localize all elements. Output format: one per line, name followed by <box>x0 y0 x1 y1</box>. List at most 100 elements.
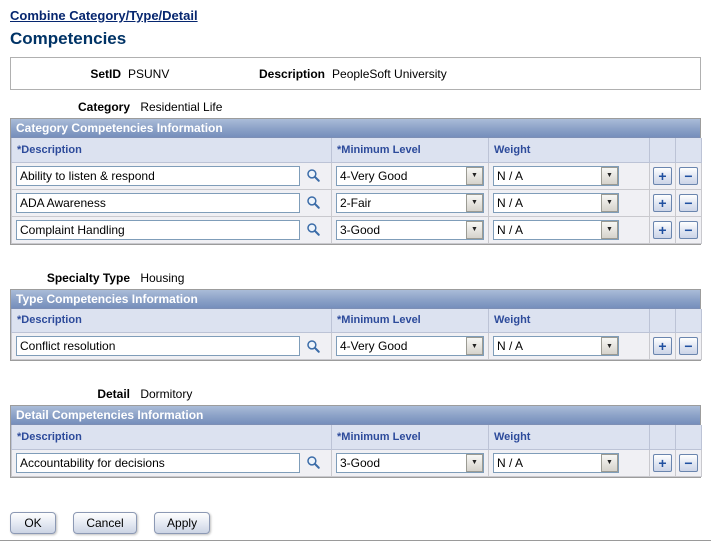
add-row-cell: + <box>649 188 676 217</box>
weight-cell: N / A ▼ <box>488 161 650 190</box>
minimum-level-value: 2-Fair <box>340 195 372 210</box>
type-competencies-grid: Type Competencies Information *Descripti… <box>10 288 702 361</box>
weight-select[interactable]: N / A ▼ <box>493 452 619 473</box>
column-header-minimum-level: *Minimum Level <box>331 425 489 450</box>
minimum-level-value: 4-Very Good <box>340 168 408 183</box>
weight-value: N / A <box>497 168 524 183</box>
minimum-level-cell: 3-Good ▼ <box>331 215 489 244</box>
column-header-row: *Description *Minimum Level Weight <box>11 138 702 163</box>
dropdown-arrow-icon: ▼ <box>601 337 618 355</box>
minimum-level-value: 4-Very Good <box>340 339 408 353</box>
dropdown-arrow-icon: ▼ <box>601 166 618 185</box>
weight-value: N / A <box>497 455 524 470</box>
breadcrumb-link[interactable]: Combine Category/Type/Detail <box>10 8 198 23</box>
delete-row-button[interactable]: − <box>679 193 698 212</box>
weight-cell: N / A ▼ <box>488 448 650 477</box>
grid-title: Category Competencies Information <box>11 119 700 138</box>
page-title: Competencies <box>10 29 127 48</box>
category-field: Category Residential Life <box>10 100 701 115</box>
add-row-button[interactable]: + <box>653 193 672 212</box>
weight-select[interactable]: N / A ▼ <box>493 165 619 186</box>
detail-section: Detail Dormitory Detail Competencies Inf… <box>10 387 702 478</box>
dropdown-arrow-icon: ▼ <box>466 453 483 472</box>
add-row-button[interactable]: + <box>653 453 672 472</box>
description-cell <box>11 448 332 477</box>
column-header-description: *Description <box>11 425 332 450</box>
weight-select[interactable]: N / A ▼ <box>493 336 619 356</box>
column-header-row: *Description *Minimum Level Weight <box>11 308 702 333</box>
setid-value: PSUNV <box>128 66 170 81</box>
column-header-weight: Weight <box>488 308 650 333</box>
column-header-description: *Description <box>11 308 332 333</box>
lookup-icon[interactable] <box>306 455 321 470</box>
detail-label: Detail <box>97 387 130 401</box>
delete-row-button[interactable]: − <box>679 220 698 239</box>
dropdown-arrow-icon: ▼ <box>466 193 483 212</box>
lookup-icon[interactable] <box>306 222 321 237</box>
apply-button[interactable]: Apply <box>154 511 211 534</box>
delete-row-cell: − <box>675 215 702 244</box>
minimum-level-select[interactable]: 3-Good ▼ <box>336 219 484 240</box>
lookup-icon[interactable] <box>306 195 321 210</box>
add-row-button[interactable]: + <box>653 220 672 239</box>
grid-title: Detail Competencies Information <box>11 406 700 425</box>
footer-divider <box>0 540 711 541</box>
add-row-button[interactable]: + <box>653 337 672 355</box>
column-header-delete <box>675 308 702 333</box>
description-input[interactable] <box>16 219 300 240</box>
minimum-level-select[interactable]: 2-Fair ▼ <box>336 192 484 213</box>
ok-button[interactable]: OK <box>10 511 56 534</box>
dropdown-arrow-icon: ▼ <box>466 337 483 355</box>
description-label: Description <box>259 66 326 81</box>
delete-row-button[interactable]: − <box>679 337 698 355</box>
category-competencies-grid: Category Competencies Information *Descr… <box>10 118 702 245</box>
table-row: 3-Good ▼ N / A ▼ + <box>11 215 702 244</box>
minimum-level-select[interactable]: 3-Good ▼ <box>336 452 484 473</box>
delete-row-cell: − <box>675 448 702 477</box>
table-row: 4-Very Good ▼ N / A ▼ + <box>11 332 702 360</box>
column-header-add <box>649 308 676 333</box>
table-row: 4-Very Good ▼ N / A ▼ + <box>11 161 702 190</box>
minimum-level-cell: 4-Very Good ▼ <box>331 161 489 190</box>
minimum-level-cell: 4-Very Good ▼ <box>331 332 489 360</box>
column-header-add <box>649 138 676 163</box>
add-row-cell: + <box>649 161 676 190</box>
footer-toolbar: OK Cancel Apply <box>10 511 701 534</box>
cancel-button[interactable]: Cancel <box>73 511 137 534</box>
lookup-icon[interactable] <box>306 168 321 183</box>
weight-select[interactable]: N / A ▼ <box>493 219 619 240</box>
specialty-type-value: Housing <box>140 270 185 285</box>
description-input[interactable] <box>16 192 300 213</box>
column-header-add <box>649 425 676 450</box>
column-header-delete <box>675 425 702 450</box>
grid-title: Type Competencies Information <box>11 289 700 309</box>
detail-value: Dormitory <box>140 387 193 401</box>
description-input[interactable] <box>16 452 300 473</box>
add-row-cell: + <box>649 332 676 360</box>
column-header-description: *Description <box>11 138 332 163</box>
delete-row-button[interactable]: − <box>679 453 698 472</box>
detail-competencies-grid: Detail Competencies Information *Descrip… <box>10 405 702 478</box>
dropdown-arrow-icon: ▼ <box>466 220 483 239</box>
minimum-level-select[interactable]: 4-Very Good ▼ <box>336 336 484 356</box>
description-input[interactable] <box>16 336 300 356</box>
lookup-icon[interactable] <box>306 339 321 354</box>
description-input[interactable] <box>16 165 300 186</box>
add-row-button[interactable]: + <box>653 166 672 185</box>
delete-row-button[interactable]: − <box>679 166 698 185</box>
minimum-level-value: 3-Good <box>340 222 381 237</box>
column-header-minimum-level: *Minimum Level <box>331 138 489 163</box>
weight-select[interactable]: N / A ▼ <box>493 192 619 213</box>
description-cell <box>11 332 332 360</box>
column-header-weight: Weight <box>488 425 650 450</box>
dropdown-arrow-icon: ▼ <box>466 166 483 185</box>
dropdown-arrow-icon: ▼ <box>601 193 618 212</box>
weight-value: N / A <box>497 195 524 210</box>
description-value: PeopleSoft University <box>332 66 447 81</box>
column-header-weight: Weight <box>488 138 650 163</box>
minimum-level-select[interactable]: 4-Very Good ▼ <box>336 165 484 186</box>
category-value: Residential Life <box>140 100 223 114</box>
weight-value: N / A <box>497 339 524 353</box>
specialty-type-field: Specialty Type Housing <box>10 271 701 286</box>
